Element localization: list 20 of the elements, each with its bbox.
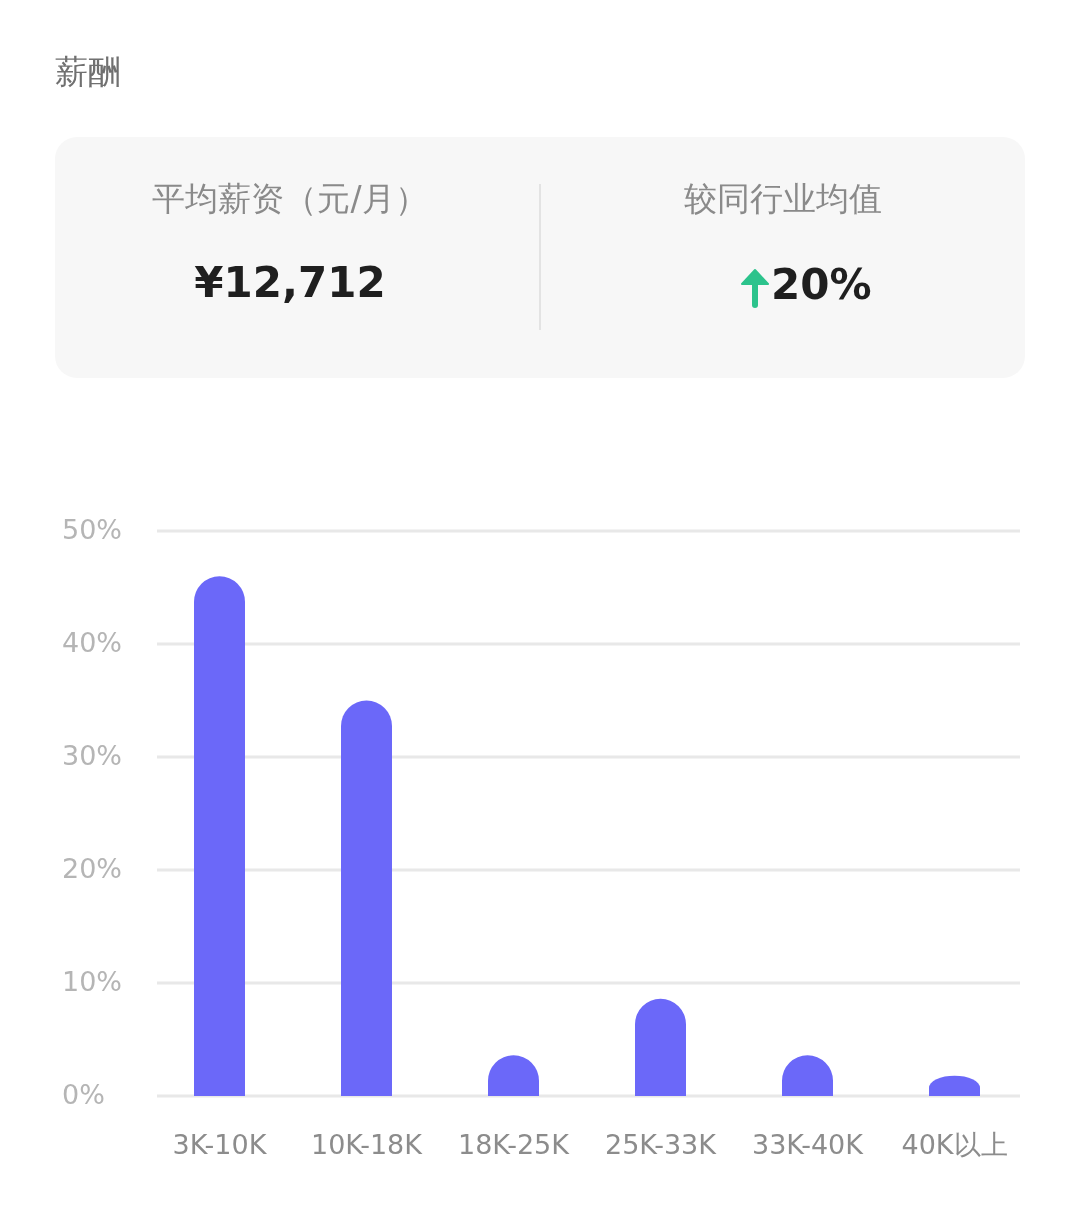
x-tick-label: 18K-25K bbox=[457, 1128, 571, 1160]
x-tick-label: 10K-18K bbox=[310, 1128, 424, 1160]
text: 薪酬 bbox=[55, 51, 121, 91]
y-tick-label: 0% bbox=[62, 1078, 105, 1110]
y-tick-label: 30% bbox=[62, 739, 123, 771]
bar bbox=[341, 700, 392, 1096]
text: 较同行业均值 bbox=[684, 178, 882, 218]
x-tick-label: 40K以上 bbox=[901, 1128, 1008, 1160]
text: 20% bbox=[771, 259, 872, 309]
y-tick-label: 10% bbox=[62, 965, 123, 997]
y-tick-label: 20% bbox=[62, 852, 123, 884]
text: 平均薪资（元/月） bbox=[152, 178, 428, 218]
text: ¥12,712 bbox=[194, 257, 386, 307]
x-tick-label: 25K-33K bbox=[604, 1128, 718, 1160]
x-tick-label: 33K-40K bbox=[751, 1128, 865, 1160]
x-tick-label: 3K-10K bbox=[172, 1128, 268, 1160]
y-tick-label: 50% bbox=[62, 513, 123, 545]
y-tick-label: 40% bbox=[62, 626, 123, 658]
bar bbox=[194, 576, 245, 1096]
bar bbox=[635, 998, 686, 1096]
